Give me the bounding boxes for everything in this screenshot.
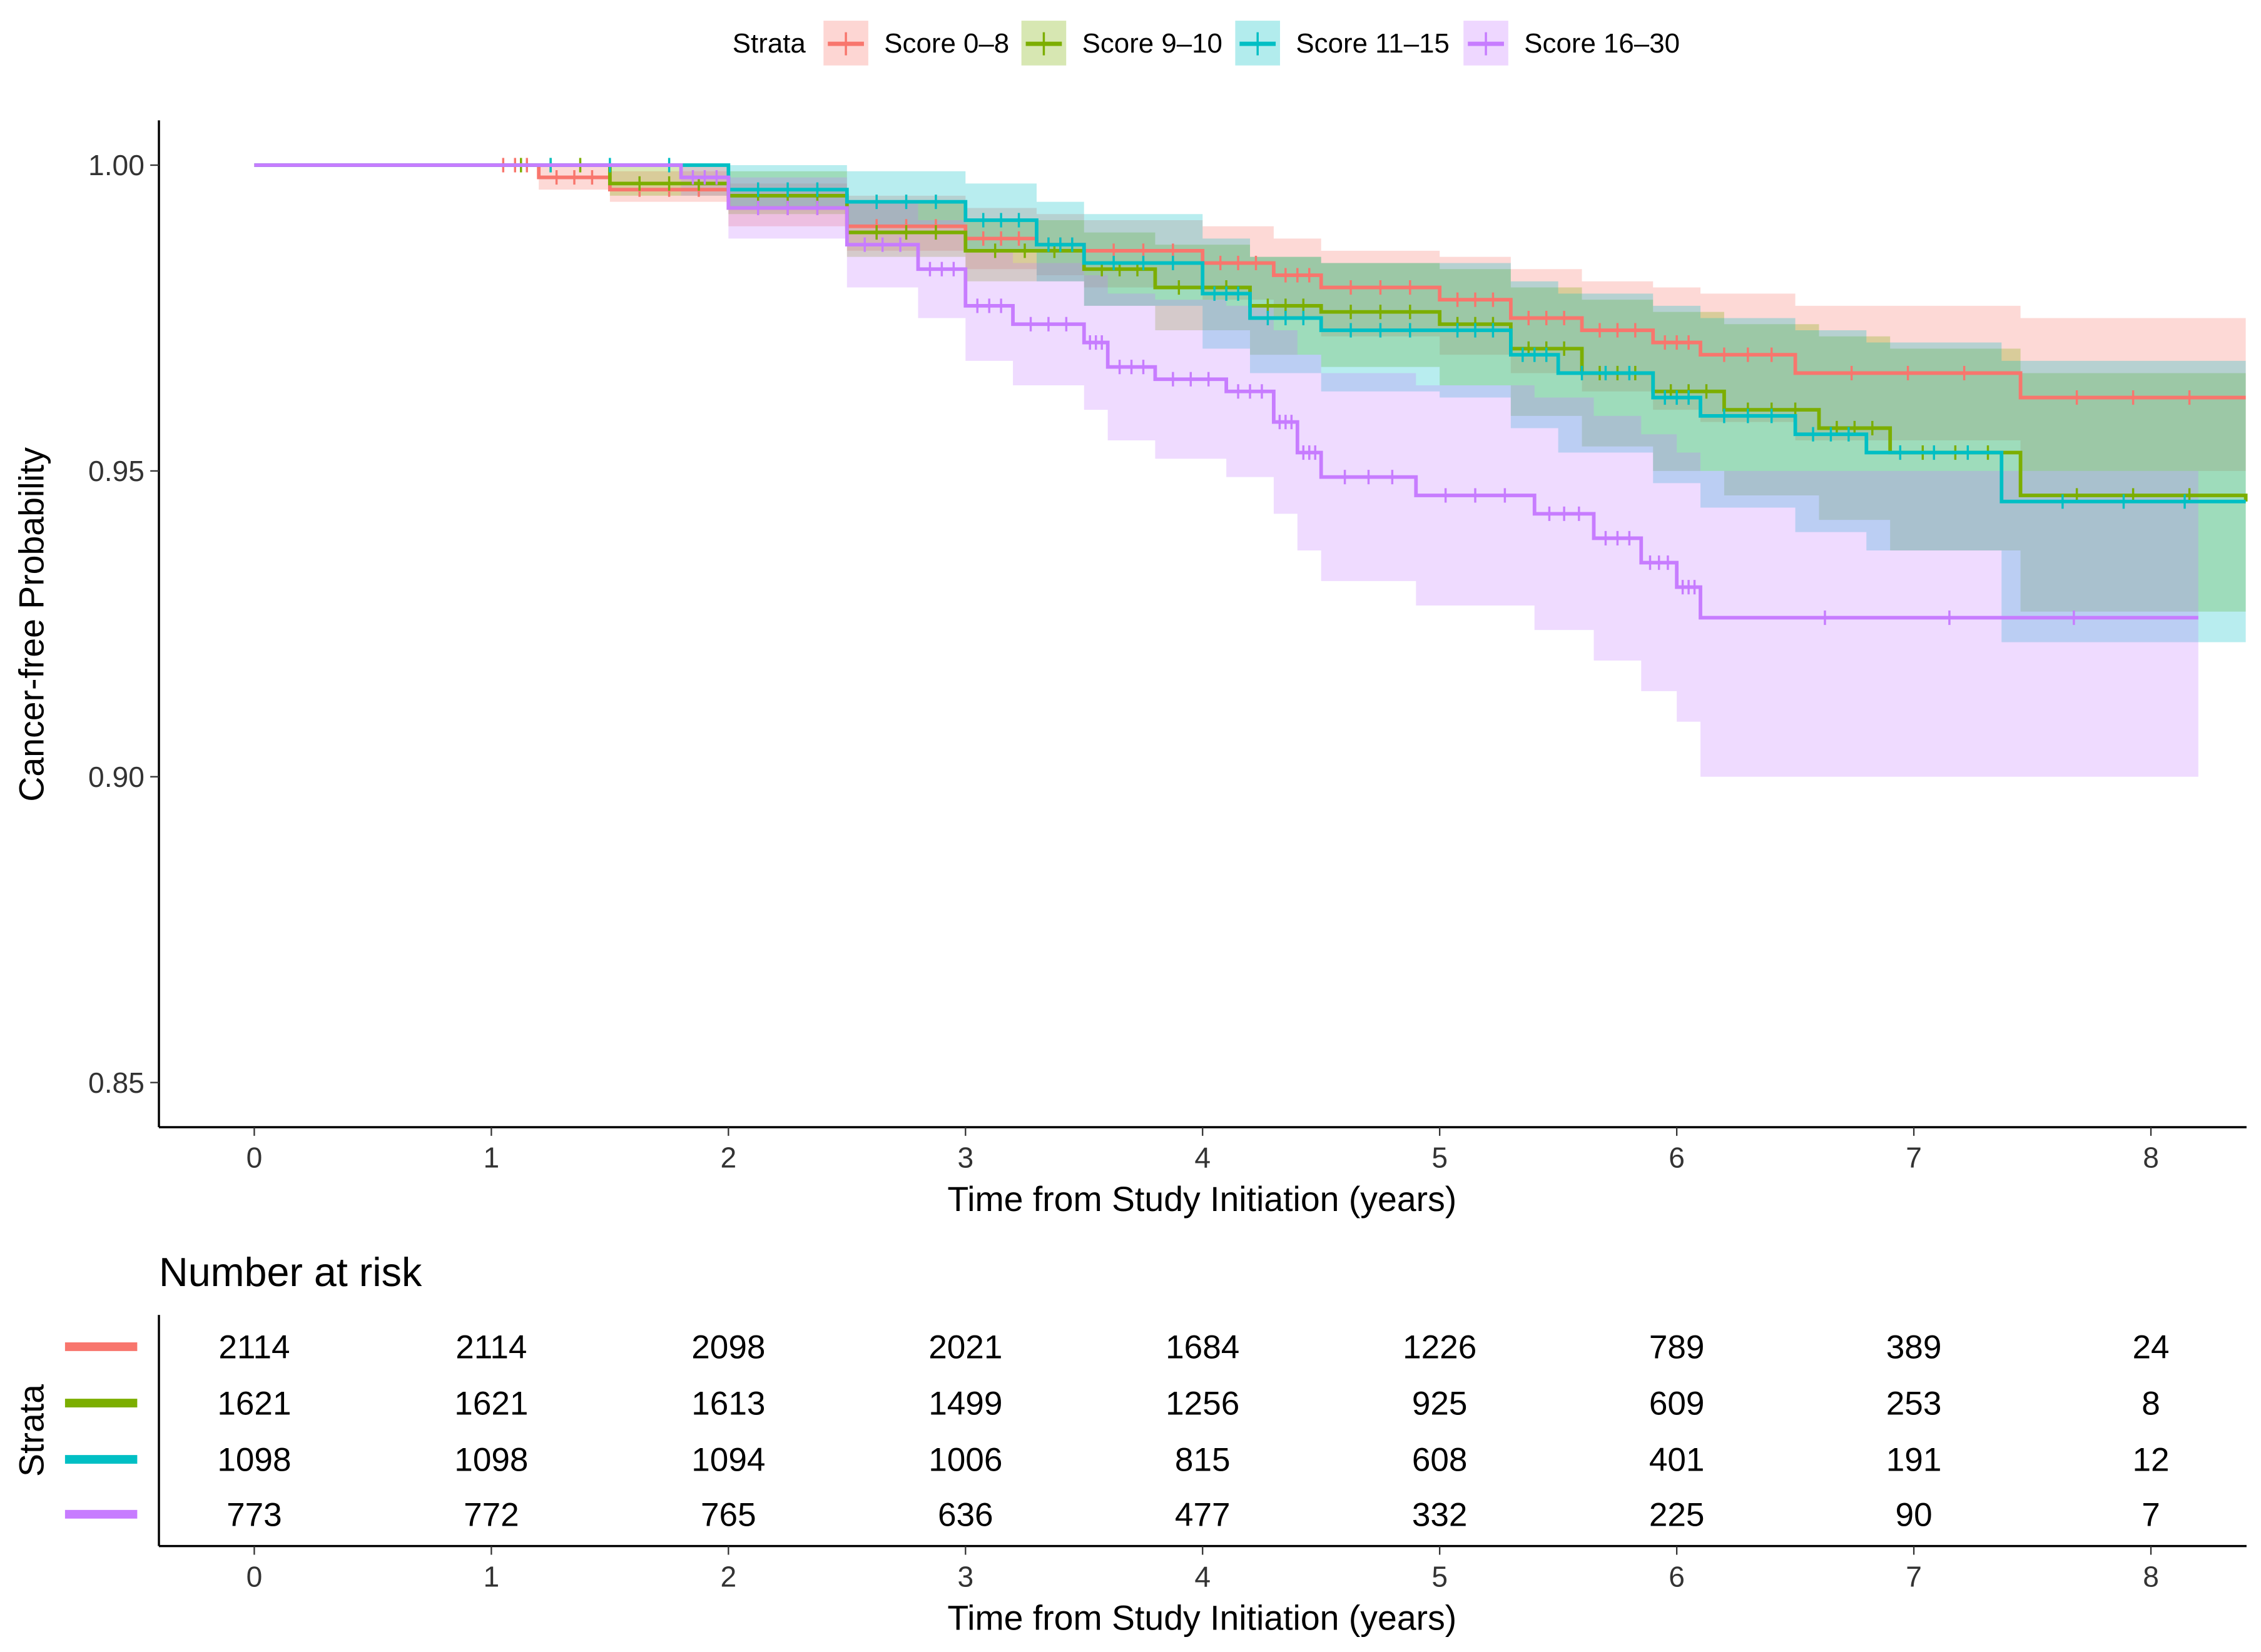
- main-axes: Time from Study Initiation (years) Cance…: [12, 120, 2247, 1219]
- risk-count: 608: [1412, 1442, 1468, 1479]
- risk-count: 7: [2142, 1496, 2160, 1533]
- risk-count: 636: [938, 1496, 993, 1533]
- legend-label-2: Score 11–15: [1296, 28, 1449, 59]
- y-tick-label: 1.00: [88, 149, 145, 181]
- risk-count: 815: [1175, 1442, 1231, 1479]
- risk-x-tick-label: 8: [2143, 1560, 2159, 1593]
- x-tick-label: 7: [1906, 1142, 1922, 1174]
- risk-x-axis-label: Time from Study Initiation (years): [947, 1599, 1456, 1638]
- risk-count: 925: [1412, 1386, 1468, 1422]
- risk-count: 609: [1649, 1386, 1705, 1422]
- risk-count: 2098: [691, 1329, 765, 1366]
- risk-x-tick-label: 1: [484, 1560, 500, 1593]
- risk-count: 477: [1175, 1496, 1231, 1533]
- x-tick-label: 1: [484, 1142, 500, 1174]
- y-axis-label: Cancer-free Probability: [12, 447, 51, 802]
- risk-count: 1684: [1166, 1329, 1239, 1366]
- x-tick-label: 3: [957, 1142, 973, 1174]
- risk-count: 772: [464, 1496, 519, 1533]
- risk-count: 389: [1886, 1329, 1942, 1366]
- risk-count: 2114: [218, 1329, 290, 1366]
- confidence-bands: [254, 165, 2246, 777]
- risk-count: 1226: [1403, 1329, 1476, 1366]
- legend-label-1: Score 9–10: [1082, 28, 1222, 59]
- risk-table-title: Number at risk: [159, 1249, 422, 1295]
- risk-count: 225: [1649, 1496, 1705, 1533]
- x-tick-label: 4: [1194, 1142, 1211, 1174]
- risk-count: 253: [1886, 1386, 1942, 1422]
- risk-count: 1621: [454, 1386, 528, 1422]
- x-tick-label: 0: [246, 1142, 263, 1174]
- risk-count: 2021: [928, 1329, 1002, 1366]
- legend-label-3: Score 16–30: [1524, 28, 1680, 59]
- risk-count: 1499: [928, 1386, 1002, 1422]
- risk-count: 401: [1649, 1442, 1705, 1479]
- risk-table-ylabel: Strata: [12, 1384, 51, 1477]
- risk-x-tick-label: 6: [1669, 1560, 1685, 1593]
- risk-count: 1098: [454, 1442, 528, 1479]
- risk-count: 1613: [691, 1386, 765, 1422]
- risk-count: 1256: [1166, 1386, 1239, 1422]
- ci-band-3: [254, 165, 2198, 777]
- risk-count: 765: [701, 1496, 756, 1533]
- risk-count: 12: [2132, 1442, 2169, 1479]
- risk-table: Number at risk Strata Time from Study In…: [12, 1249, 2247, 1638]
- ci-band-0: [254, 165, 2246, 471]
- legend-title: Strata: [733, 28, 806, 59]
- ci-band-1: [254, 165, 2246, 612]
- risk-count: 191: [1886, 1442, 1942, 1479]
- legend: Strata Score 0–8 Score 9–10 Score 11–15 Sco…: [733, 21, 1680, 66]
- y-tick-label: 0.95: [88, 455, 145, 487]
- risk-count: 789: [1649, 1329, 1705, 1366]
- risk-x-tick-label: 0: [246, 1560, 263, 1593]
- x-tick-label: 8: [2143, 1142, 2159, 1174]
- risk-count: 1621: [217, 1386, 291, 1422]
- legend-label-0: Score 0–8: [884, 28, 1009, 59]
- x-axis-label: Time from Study Initiation (years): [947, 1180, 1456, 1219]
- x-tick-label: 2: [720, 1142, 736, 1174]
- risk-count: 773: [226, 1496, 282, 1533]
- risk-x-tick-label: 5: [1431, 1560, 1448, 1593]
- risk-count: 1094: [691, 1442, 765, 1479]
- survival-curves: [254, 158, 2248, 626]
- risk-count: 90: [1896, 1496, 1933, 1533]
- ci-band-2: [254, 165, 2246, 642]
- risk-x-tick-label: 2: [720, 1560, 736, 1593]
- risk-x-tick-label: 4: [1194, 1560, 1211, 1593]
- y-tick-label: 0.90: [88, 761, 145, 793]
- risk-x-tick-label: 7: [1906, 1560, 1922, 1593]
- y-tick-label: 0.85: [88, 1067, 145, 1099]
- risk-count: 8: [2142, 1386, 2160, 1422]
- risk-count: 1098: [217, 1442, 291, 1479]
- risk-count: 24: [2132, 1329, 2169, 1366]
- x-tick-label: 5: [1431, 1142, 1448, 1174]
- risk-count: 332: [1412, 1496, 1468, 1533]
- risk-x-tick-label: 3: [957, 1560, 973, 1593]
- risk-count: 2114: [455, 1329, 527, 1366]
- x-tick-label: 6: [1669, 1142, 1685, 1174]
- risk-count: 1006: [928, 1442, 1002, 1479]
